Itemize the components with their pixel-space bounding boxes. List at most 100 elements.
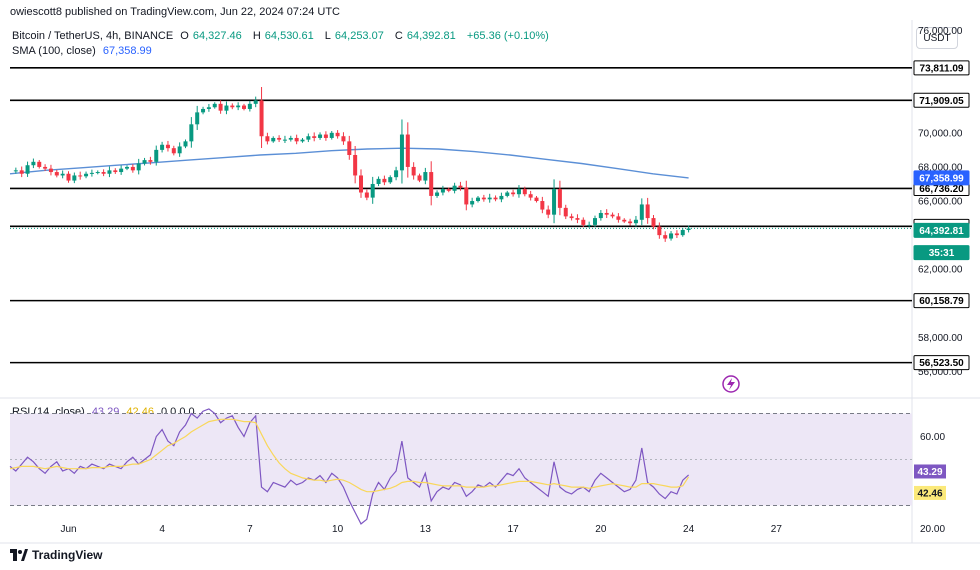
candle-body: [405, 134, 410, 167]
candle-body: [277, 137, 282, 140]
candle: [464, 180, 469, 211]
level-label-4: 60,158.79: [913, 293, 970, 309]
candle-body: [195, 112, 200, 125]
lightning-icon-bolt: [727, 378, 735, 390]
candle: [616, 213, 621, 223]
price-tick-label: 62,000.00: [918, 265, 963, 276]
icons: [722, 375, 740, 393]
candle-body: [160, 144, 165, 150]
candle-body: [119, 168, 124, 173]
candle-body: [505, 192, 510, 196]
candle: [452, 182, 457, 194]
time-tick-label: 13: [420, 524, 432, 535]
candle: [487, 193, 492, 203]
brand-name: TradingView: [32, 548, 103, 562]
candle-body: [294, 137, 299, 142]
candle: [364, 189, 369, 201]
candle-body: [569, 216, 574, 219]
candle: [19, 166, 24, 178]
level-label-2-text: 66,736.20: [919, 184, 964, 195]
candle: [43, 164, 48, 172]
candle: [633, 215, 638, 227]
candle-body: [253, 100, 258, 104]
candle-body: [189, 124, 194, 142]
candle: [78, 171, 83, 180]
candle-body: [48, 168, 53, 173]
candle: [663, 231, 668, 242]
candle-body: [622, 219, 627, 222]
candle: [25, 161, 30, 177]
candle: [411, 162, 416, 180]
candle: [528, 190, 533, 201]
candle: [66, 171, 71, 183]
candle-body: [440, 189, 445, 193]
candle-body: [171, 148, 176, 154]
candle-body: [376, 178, 381, 184]
candle-body: [663, 235, 668, 239]
tradingview-logo[interactable]: TradingView: [10, 548, 102, 562]
candle-body: [224, 105, 229, 111]
candle-body: [429, 172, 434, 196]
candles: [13, 86, 691, 242]
candle: [546, 205, 551, 219]
candle: [31, 158, 36, 169]
candle-body: [54, 172, 59, 176]
candle: [165, 140, 170, 152]
rsi-value-tag-box: [914, 464, 946, 479]
currency-selector[interactable]: USDT: [916, 27, 958, 49]
candle-body: [113, 170, 118, 173]
candle-body: [125, 166, 129, 169]
candle: [593, 215, 597, 228]
candle: [195, 105, 200, 130]
candle: [429, 161, 434, 206]
candle-body: [60, 173, 65, 176]
candle-body: [242, 105, 246, 109]
candle: [394, 166, 399, 181]
candle: [72, 172, 77, 184]
lightning-icon[interactable]: [722, 375, 740, 393]
candle: [236, 102, 241, 111]
candle: [306, 133, 311, 143]
time-tick-label: 17: [508, 524, 520, 535]
candle: [230, 103, 235, 110]
candle-body: [540, 201, 545, 210]
candle-body: [95, 172, 100, 174]
candle-body: [581, 219, 586, 225]
sma-price-tag-box: [913, 170, 970, 186]
candle: [224, 101, 229, 115]
candle-body: [575, 218, 580, 220]
price-axis: 70,000.00 68,000.00 66,000.00 62,000.00 58,0…: [918, 26, 963, 535]
candle-body: [78, 175, 83, 177]
tradingview-logo-icon: [10, 549, 28, 561]
price-tick-label: 58,000.00: [918, 333, 963, 344]
level-label-5-text: 56,523.50: [919, 358, 964, 369]
candle-body: [516, 189, 521, 195]
candle: [399, 119, 404, 184]
price-tick-label: 68,000.00: [918, 162, 963, 173]
candle-body: [359, 175, 363, 193]
level-label-1-box: [913, 92, 970, 108]
candle-body: [423, 172, 428, 181]
candle-body: [312, 136, 317, 138]
candle-body: [651, 218, 656, 227]
rsi-ma-value-tag-text: 42.46: [917, 488, 942, 499]
candle-body: [84, 173, 89, 177]
candle: [277, 135, 282, 143]
candle: [142, 157, 147, 166]
candle: [89, 169, 94, 177]
candle: [628, 218, 633, 226]
candle-body: [165, 144, 170, 149]
candle-body: [236, 105, 241, 108]
candle-body: [347, 141, 352, 155]
candle: [440, 185, 445, 196]
ohlc-open: O 64,327.46: [180, 30, 242, 42]
symbol-title[interactable]: Bitcoin / TetherUS, 4h, BINANCE: [12, 30, 174, 42]
sma-legend[interactable]: SMA (100, close) 67,358.99: [12, 45, 156, 57]
candle-body: [212, 103, 217, 108]
level-label-1: 71,909.05: [913, 92, 970, 108]
candle: [604, 209, 609, 219]
candle-body: [399, 134, 404, 171]
candle: [13, 167, 18, 174]
time-tick-label: 24: [683, 524, 695, 535]
